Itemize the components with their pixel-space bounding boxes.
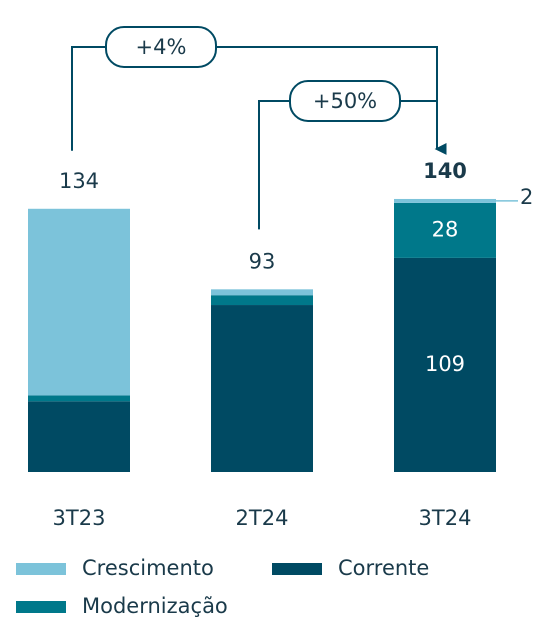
annotation-box — [289, 80, 401, 122]
bar-segment — [211, 289, 313, 296]
legend-label: Modernização — [82, 594, 228, 618]
total-label: 93 — [249, 249, 276, 273]
x-tick-label: 3T23 — [53, 506, 106, 530]
annotation-arrow — [71, 46, 447, 155]
total-label: 140 — [423, 159, 467, 183]
bar-segment — [211, 305, 313, 472]
bar-segment — [394, 257, 496, 472]
legend-swatch — [272, 563, 322, 575]
bar-segment — [211, 295, 313, 306]
bar-segment — [394, 198, 496, 203]
bar-segment — [28, 395, 130, 402]
bar-segment — [28, 401, 130, 472]
annotation-text: +50% — [313, 89, 377, 113]
legend-label: Crescimento — [82, 556, 214, 580]
value-label: 2 — [520, 185, 533, 209]
x-tick-label: 3T24 — [419, 506, 472, 530]
value-label: 109 — [425, 352, 465, 376]
legend-swatch — [16, 563, 66, 575]
x-tick-label: 2T24 — [236, 506, 289, 530]
bar-segment — [394, 202, 496, 258]
total-label: 134 — [59, 169, 99, 193]
legend-swatch — [16, 601, 66, 613]
annotation-box — [105, 26, 217, 68]
bar-segment — [28, 208, 130, 396]
legend-label: Corrente — [338, 556, 429, 580]
value-label: 28 — [432, 217, 459, 241]
annotation-text: +4% — [136, 35, 187, 59]
